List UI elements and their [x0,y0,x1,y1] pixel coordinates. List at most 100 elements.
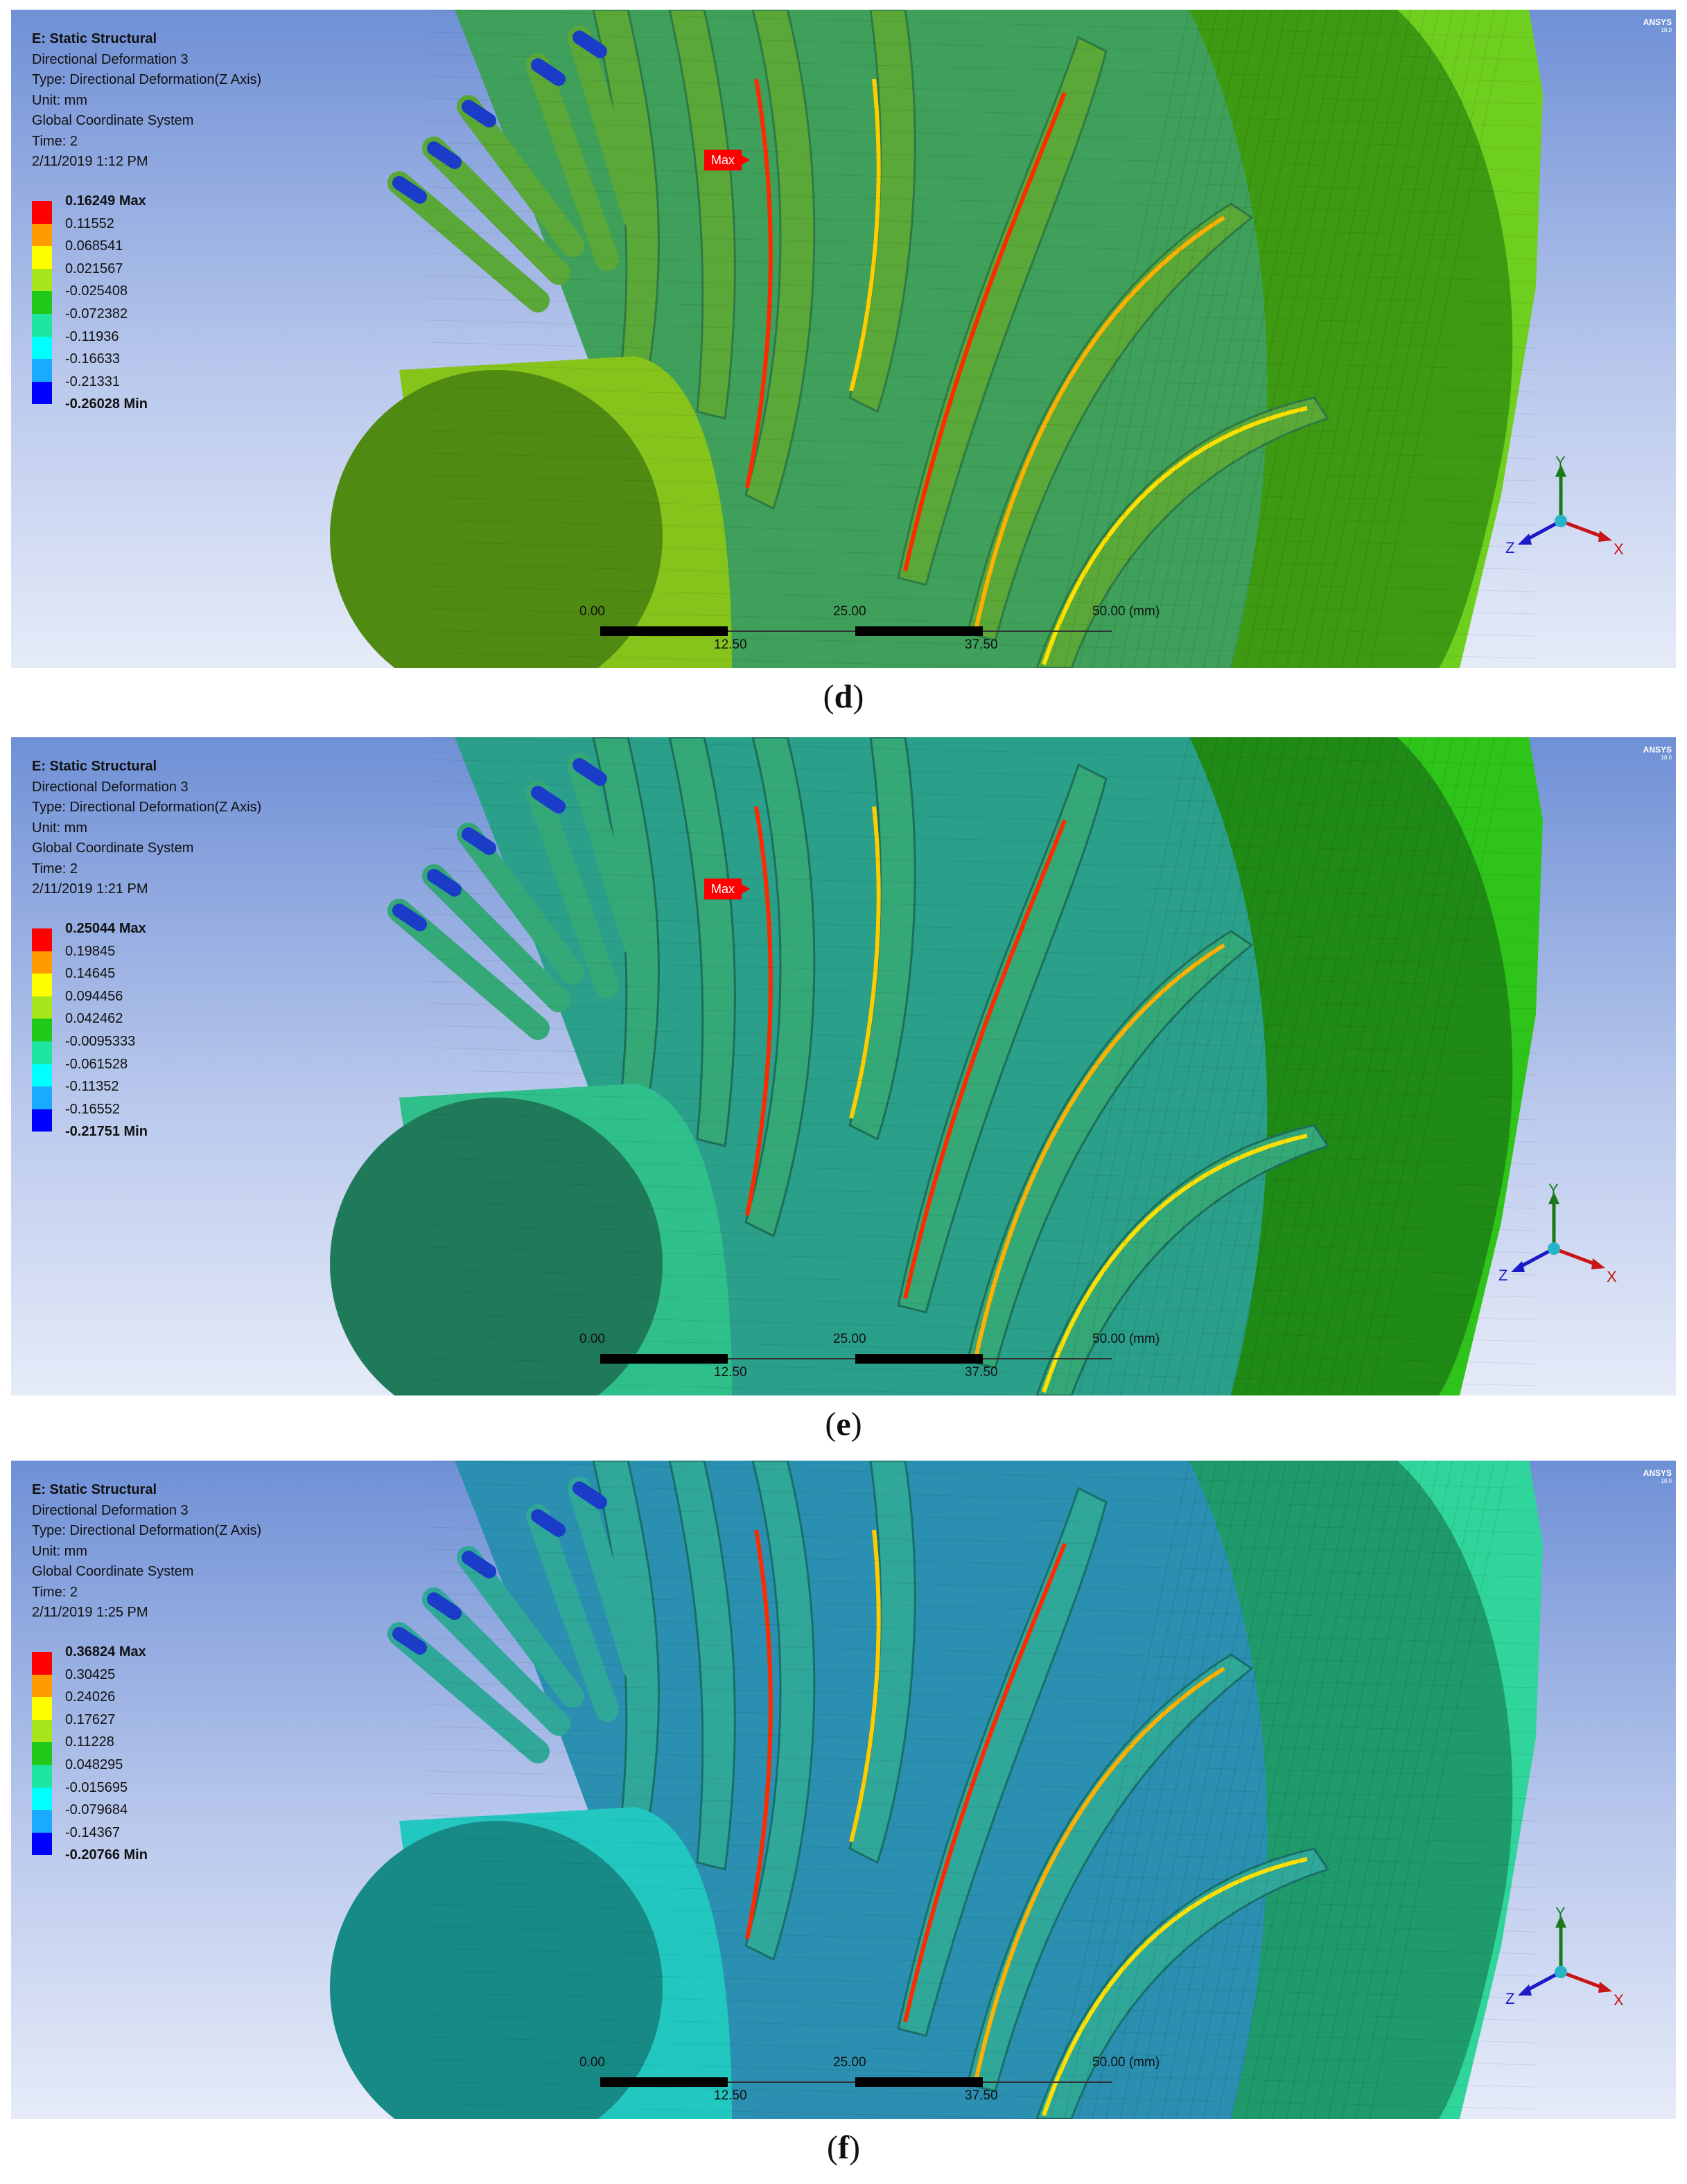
legend-band[interactable]: -0.14367 [32,1825,240,1856]
legend-band[interactable]: 0.048295 [32,1757,240,1788]
legend-value-label: -0.072382 [65,306,128,322]
legend-band[interactable]: 0.021567 [32,261,240,292]
blade [744,10,816,511]
blade-edge-highlight [974,215,1225,631]
legend-value-label: 0.19845 [65,943,116,959]
brand-name: ANSYS [1643,1468,1672,1478]
legend-band[interactable]: -0.11352 [32,1079,240,1109]
triad-graphic [1518,464,1612,545]
legend-band[interactable]: 0.25044 Max [32,921,240,951]
blade-edge-highlight [745,1529,773,1939]
legend-swatch [32,359,52,382]
legend-value-label: 0.24026 [65,1689,116,1705]
axis-triad[interactable]: Y Z X [1494,453,1626,558]
color-legend[interactable]: 0.25044 Max 0.19845 0.14645 0.094456 0.04246… [32,921,240,1139]
mesh-line [426,430,1537,459]
legend-band[interactable]: -0.061528 [32,1057,240,1087]
x-arrowhead [1598,531,1612,542]
legend-value-label: 0.30425 [65,1666,116,1682]
splitter-tip [392,904,427,931]
z-axis-label: Z [1505,1990,1515,2007]
axis-triad[interactable]: Y Z X [1494,1904,1626,2009]
caption-open-paren: ( [827,2129,838,2166]
mesh-line [1175,1461,1315,2119]
z-axis-arrow [1516,1247,1555,1270]
legend-min-label: -0.20766 Min [65,1847,148,1863]
result-info-block: E: Static Structural Directional Deforma… [32,29,392,173]
splitter-blade [526,781,619,998]
result-viewport-f[interactable]: E: Static Structural Directional Deforma… [11,1461,1676,2119]
coordinate-system: Global Coordinate System [32,113,194,128]
color-legend[interactable]: 0.36824 Max 0.30425 0.24026 0.17627 0.11228 0… [32,1644,240,1862]
blade-edge-highlight [849,806,881,1119]
splitter-blade [422,1587,570,1736]
mesh-line [1092,737,1232,1395]
legend-band[interactable]: -0.0095333 [32,1034,240,1064]
legend-band[interactable]: -0.11936 [32,329,240,360]
legend-max-label: 0.16249 Max [65,193,146,209]
legend-band[interactable]: 0.11228 [32,1734,240,1765]
scale-label: 0.00 [579,604,605,619]
scale-label: 12.50 [714,2088,747,2103]
legend-band[interactable]: 0.042462 [32,1011,240,1041]
legend-band[interactable]: 0.094456 [32,989,240,1019]
mesh-line [426,1069,1537,1098]
max-probe-tag[interactable]: Max [704,150,751,170]
legend-band[interactable]: 0.24026 [32,1689,240,1720]
blade-edge-highlight [974,943,1225,1358]
legend-band[interactable]: 0.14645 [32,966,240,996]
legend-band[interactable]: 0.068541 [32,238,240,269]
color-legend[interactable]: 0.16249 Max 0.11552 0.068541 0.021567 -0.025… [32,193,240,412]
legend-band[interactable]: -0.025408 [32,283,240,314]
mesh-line [426,519,1537,548]
legend-band[interactable]: 0.19845 [32,944,240,974]
legend-value-label: -0.0095333 [65,1033,136,1049]
legend-band[interactable]: 0.17627 [32,1712,240,1743]
mesh-line [426,2036,1537,2066]
caption-close-paren: ) [848,2129,860,2166]
legend-band[interactable]: -0.21331 [32,374,240,405]
splitter-blade [568,753,647,957]
legend-band[interactable]: -0.16552 [32,1102,240,1132]
scale-bar: 0.00 25.00 50.00 (mm) 12.50 37.50 [579,2055,1203,2104]
legend-band[interactable]: 0.30425 [32,1667,240,1698]
mesh-line [1355,1461,1495,2119]
scale-segment [600,2077,728,2087]
mesh-line [426,1593,1537,1622]
axis-triad[interactable]: Y Z X [1487,1181,1619,1285]
legend-band[interactable]: -0.079684 [32,1802,240,1833]
mesh-line [426,1637,1537,1666]
result-name: Directional Deformation 3 [32,51,189,67]
result-viewport-d[interactable]: E: Static Structural Directional Deforma… [11,10,1676,668]
mesh-line [1244,1461,1384,2119]
blade-edge-highlight [1042,406,1308,665]
mesh-line [426,142,1537,171]
legend-band[interactable]: 0.36824 Max [32,1644,240,1675]
result-viewport-e[interactable]: E: Static Structural Directional Deforma… [11,737,1676,1395]
splitter-tip [392,176,427,204]
mesh-line [1078,737,1218,1395]
blade [1035,1124,1330,1395]
mesh-line [426,452,1537,482]
mesh-line [1341,10,1481,668]
legend-band[interactable]: -0.072382 [32,306,240,337]
legend-band[interactable]: 0.11552 [32,216,240,247]
mesh-line [1064,1461,1204,2119]
caption-f: (f) [0,2129,1687,2167]
y-arrowhead [1548,1192,1559,1204]
blade-edge-highlight [903,91,1067,572]
caption-open-paren: ( [823,678,834,715]
x-axis-label: X [1607,1268,1617,1285]
legend-value-label: 0.094456 [65,988,123,1004]
result-time: Time: 2 [32,133,78,149]
result-name: Directional Deformation 3 [32,779,189,795]
legend-band[interactable]: -0.16633 [32,351,240,382]
blade-edge-highlight [903,1542,1067,2023]
mesh-line [1369,737,1509,1395]
legend-band[interactable]: 0.16249 Max [32,193,240,224]
legend-band[interactable]: -0.015695 [32,1780,240,1811]
mesh-line [426,209,1537,238]
max-probe-tag[interactable]: Max [704,879,751,899]
mesh-line [426,1881,1537,1910]
mesh-line [1161,1461,1301,2119]
